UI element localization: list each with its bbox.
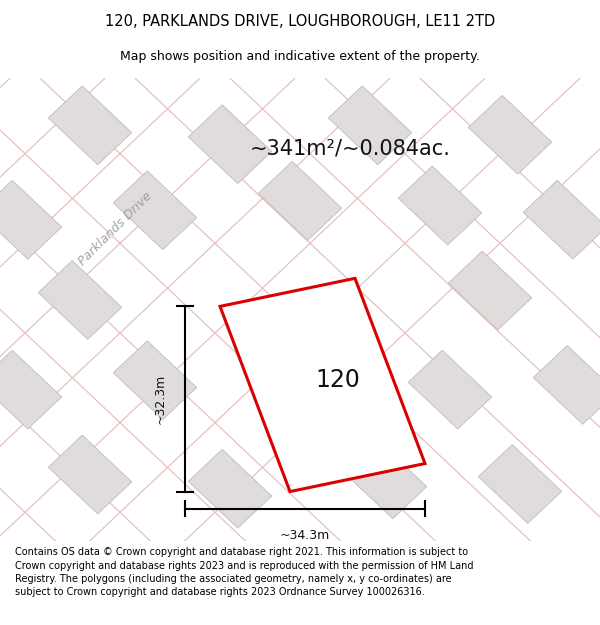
Polygon shape [0,350,62,429]
Polygon shape [113,171,197,249]
Polygon shape [328,86,412,165]
Polygon shape [220,278,425,492]
Text: Map shows position and indicative extent of the property.: Map shows position and indicative extent… [120,50,480,62]
Polygon shape [343,440,427,519]
Polygon shape [398,166,482,245]
Text: 120, PARKLANDS DRIVE, LOUGHBOROUGH, LE11 2TD: 120, PARKLANDS DRIVE, LOUGHBOROUGH, LE11… [105,14,495,29]
Text: ~34.3m: ~34.3m [280,529,330,542]
Polygon shape [523,181,600,259]
Text: Contains OS data © Crown copyright and database right 2021. This information is : Contains OS data © Crown copyright and d… [15,548,473,597]
Polygon shape [268,346,352,424]
Polygon shape [188,449,272,528]
Polygon shape [48,86,132,165]
Text: 120: 120 [315,368,360,392]
Polygon shape [113,341,197,419]
Polygon shape [533,346,600,424]
Text: Parklands Drive: Parklands Drive [76,190,154,269]
Text: ~341m²/~0.084ac.: ~341m²/~0.084ac. [250,139,451,159]
Polygon shape [468,96,552,174]
Text: ~32.3m: ~32.3m [154,374,167,424]
Polygon shape [258,161,342,240]
Polygon shape [0,181,62,259]
Polygon shape [448,251,532,330]
Polygon shape [408,350,492,429]
Polygon shape [48,435,132,514]
Polygon shape [38,261,122,339]
Polygon shape [188,105,272,184]
Polygon shape [478,444,562,523]
